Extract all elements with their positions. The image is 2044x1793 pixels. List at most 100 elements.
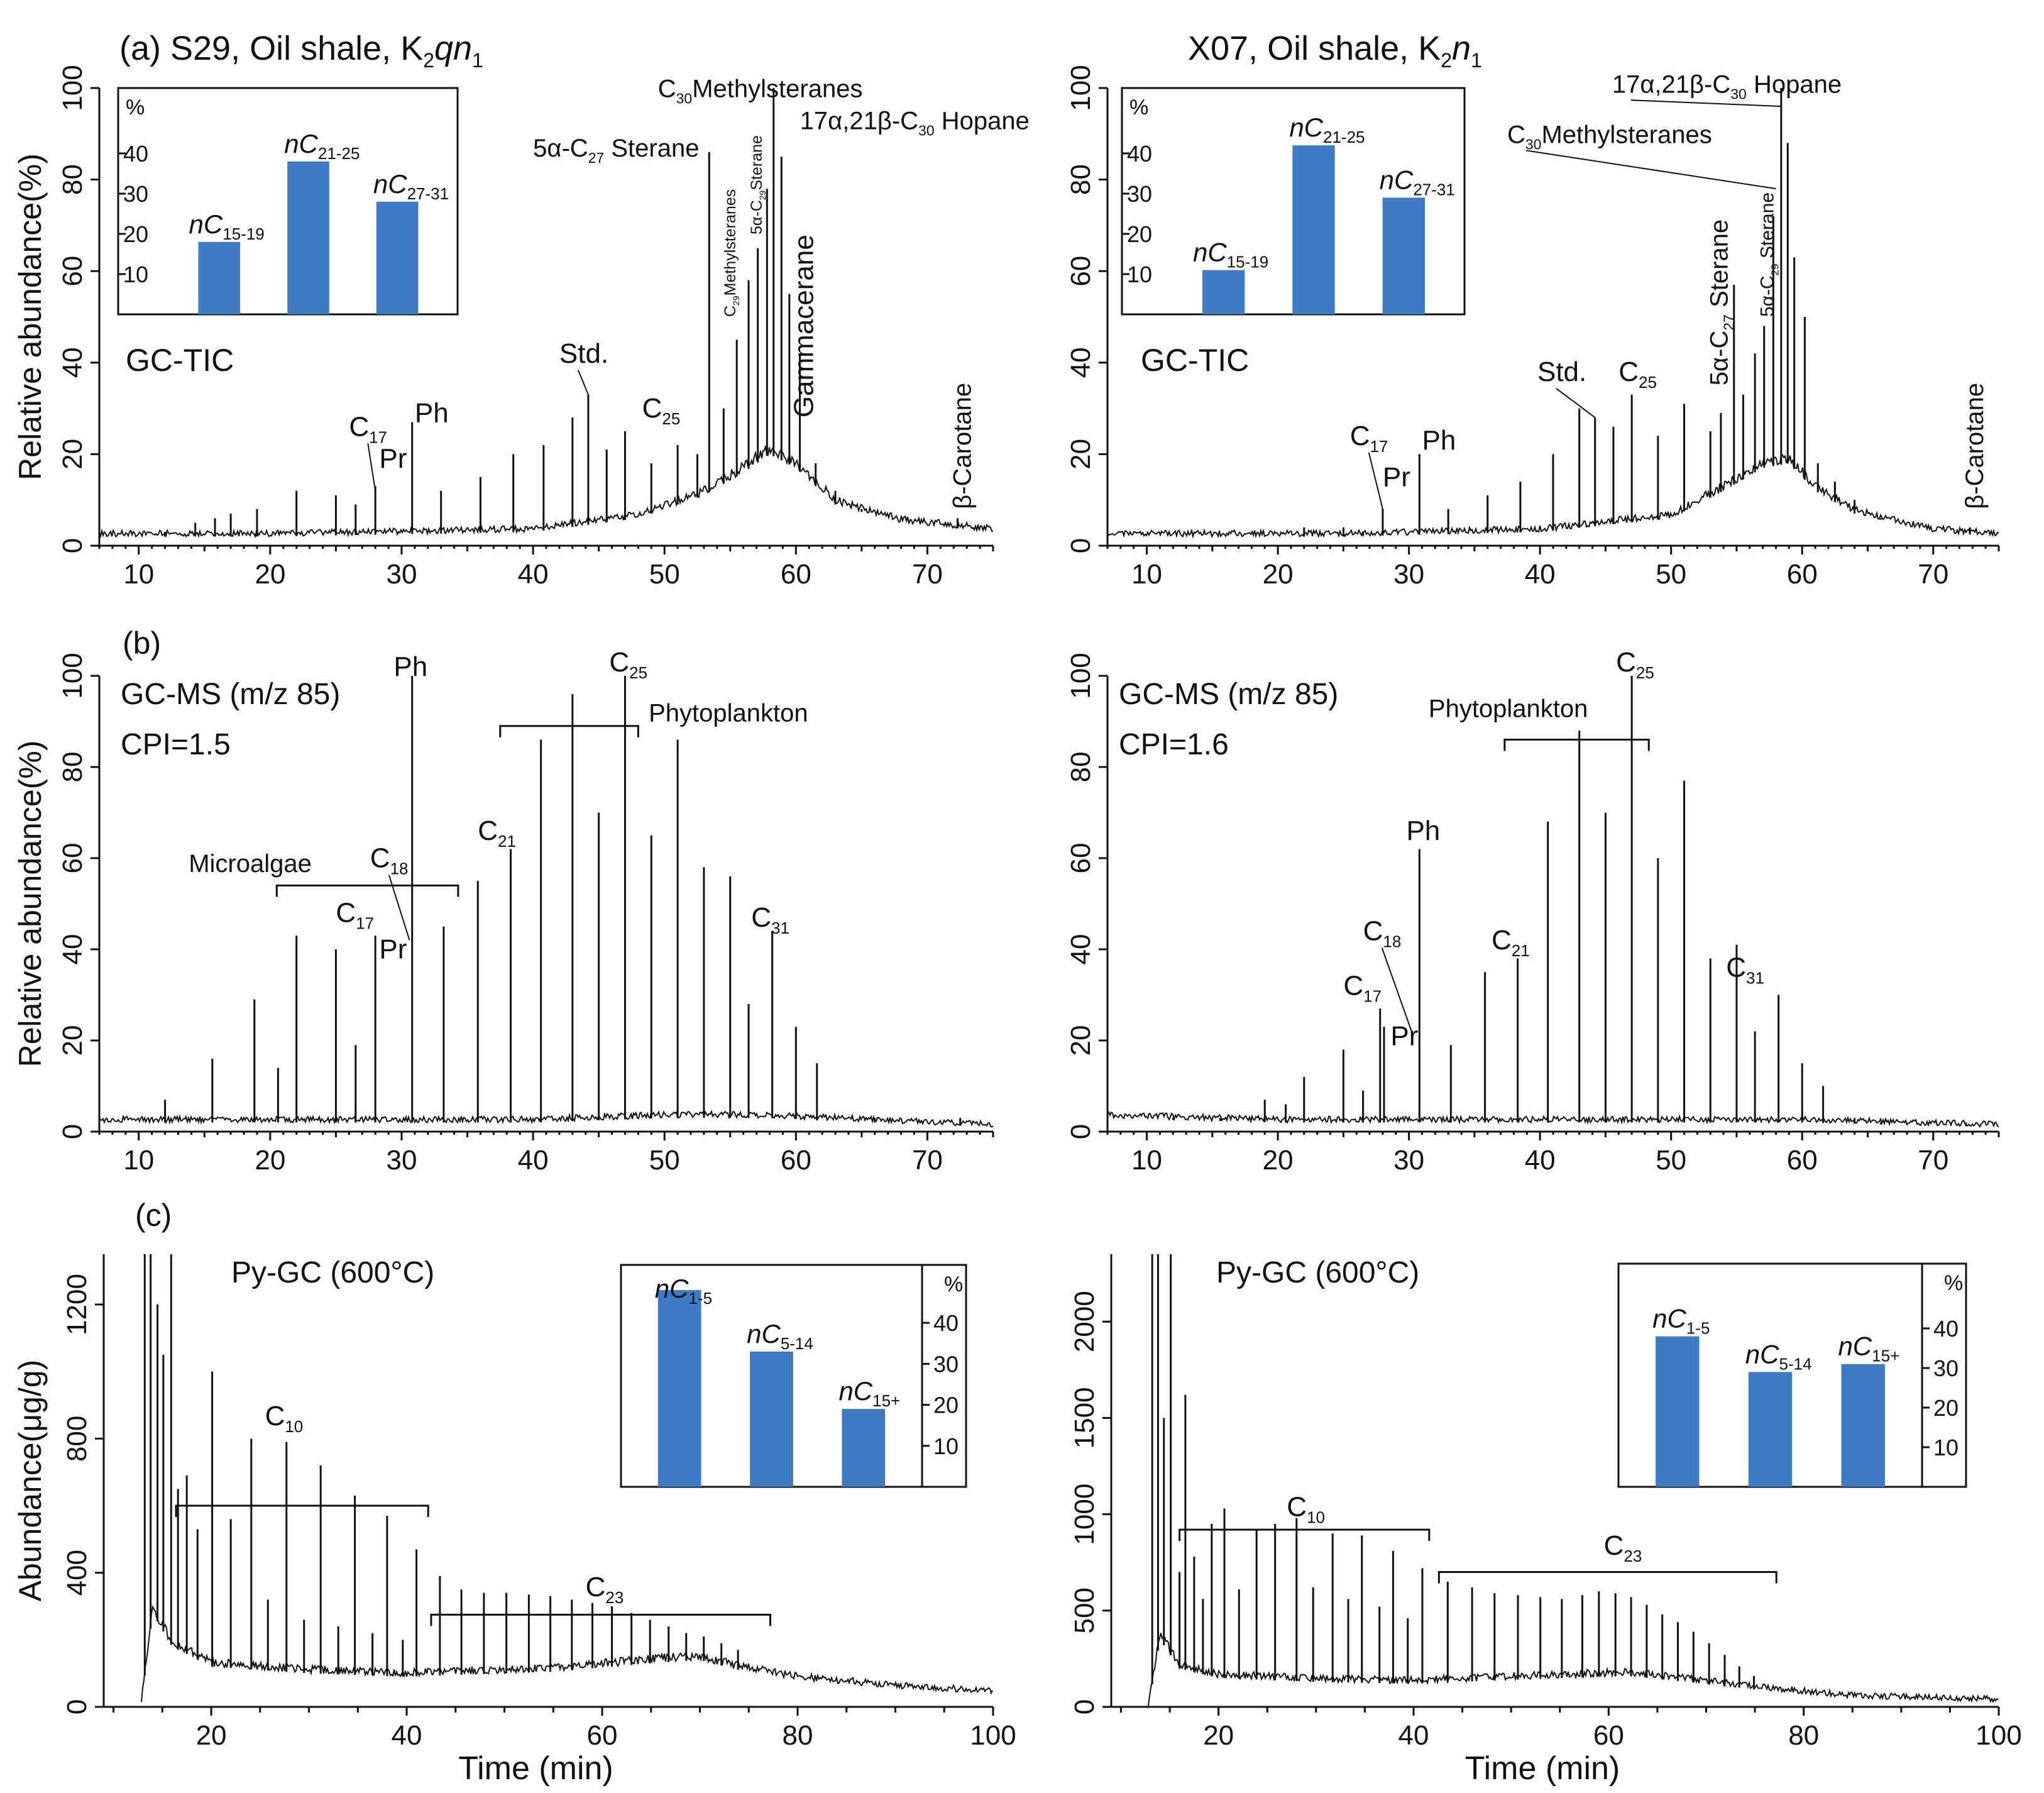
y-tick-label: 800 (62, 1416, 92, 1462)
inset-bar-label-2: nC27-31 (1380, 165, 1455, 199)
inset-tick-label: 20 (123, 221, 148, 247)
inset-bar-label-1: nC21-25 (284, 129, 360, 163)
x-tick-label: 80 (1788, 1720, 1819, 1751)
lbl-c17: C17 (336, 898, 374, 933)
formation-sub: 2 (1441, 49, 1452, 72)
bracket-0 (1503, 739, 1650, 751)
y-tick-label: 100 (1065, 653, 1096, 698)
lbl-c21-main: C (478, 815, 498, 846)
y-tick-label: 400 (62, 1550, 92, 1596)
rlbl-gammacerane-main: Gammacerane (789, 234, 820, 417)
lbl-c17-sub: 17 (356, 914, 374, 933)
lbl-c10-sub: 10 (1307, 1508, 1325, 1527)
inset-bar-label-main: nC (1838, 1332, 1872, 1361)
y-tick-label: 100 (57, 653, 88, 698)
lbl-sterane-main: 5α-C (533, 135, 588, 162)
rlbl-c29-sterane-main: 5α-C (1757, 275, 1778, 317)
lbl-c21: C21 (478, 815, 516, 851)
inset-tick-label: 30 (933, 1351, 959, 1377)
x-axis-title: Time (min) (458, 1750, 613, 1787)
formation-member: qn (434, 30, 472, 67)
method-label: GC-TIC (126, 343, 234, 378)
inset-tick-label: 40 (1933, 1316, 1959, 1342)
inset-bar-1 (1292, 145, 1335, 314)
inset-bar-label-2: nC15+ (838, 1376, 900, 1410)
formation-sub: 1 (472, 49, 483, 72)
lbl-c23-main: C (586, 1572, 606, 1603)
y-tick-label: 0 (1069, 1699, 1100, 1714)
lbl-c17-sub: 17 (369, 428, 387, 446)
lbl-c17-main: C (1350, 421, 1370, 451)
inset-unit: % (944, 1272, 963, 1296)
lbl-c31-sub: 31 (771, 919, 789, 937)
sample-name: S29, Oil shale, (170, 30, 400, 67)
lbl-c31-main: C (1726, 952, 1746, 983)
inset-bar-label-sub: 15+ (1872, 1347, 1899, 1365)
lbl-c25-sub: 25 (629, 663, 647, 682)
inset-tick-label: 40 (933, 1310, 959, 1336)
x-tick-label: 20 (1263, 1145, 1294, 1176)
lbl-methylsteranes-main: C (1507, 121, 1525, 148)
inset-tick-label: 10 (933, 1433, 959, 1459)
x-tick-label: 70 (912, 1145, 943, 1176)
lbl-c17-leader (1368, 452, 1383, 509)
lbl-std-main: Std. (1537, 356, 1586, 387)
inset-bar-label-main: nC (1289, 113, 1323, 142)
x-tick-label: 50 (649, 559, 680, 590)
y-tick-label: 80 (1065, 752, 1096, 783)
inset-bar-label-sub: 1-5 (1686, 1319, 1710, 1338)
lbl-ph-main: Ph (393, 651, 427, 682)
lbl-c25: C25 (642, 393, 681, 428)
lbl-std: Std. (1537, 356, 1586, 387)
inset-bar-label-2: nC27-31 (373, 169, 449, 203)
panel-label: (c) (135, 1198, 172, 1233)
y-tick-label: 1200 (62, 1274, 92, 1335)
inset-bar-label-main: nC (373, 169, 407, 199)
panel-c1: 0 400 800 1200 20 40 60 80 100 Abundance(μg/g) Tim… (13, 1198, 1016, 1787)
baseline-trace (1107, 1111, 1999, 1128)
bracket-1 (1437, 1571, 1778, 1584)
lbl-c18-leader (1381, 947, 1412, 1032)
y-axis-title: Relative abundance(%) (13, 741, 48, 1068)
lbl-sterane-sub: 27 (588, 150, 605, 166)
x-tick-label: 10 (123, 559, 154, 590)
cpi-label: CPI=1.6 (1119, 728, 1229, 761)
inset-tick-label: 20 (933, 1393, 959, 1418)
lbl-phyto-main: Phytoplankton (1429, 695, 1588, 722)
lbl-methylsteranes-main: C (658, 75, 676, 103)
x-tick-label: 20 (1263, 559, 1294, 590)
x-tick-label: 100 (970, 1720, 1016, 1751)
lbl-c10: C10 (265, 1401, 304, 1436)
y-tick-label: 1000 (1069, 1484, 1100, 1545)
lbl-c31: C31 (751, 902, 789, 937)
x-tick-label: 30 (386, 1145, 417, 1176)
x-tick-label: 20 (255, 559, 285, 590)
inset-bar-label-main: nC (1380, 165, 1414, 194)
inset-tick-label: 20 (1127, 221, 1152, 247)
lbl-c10-main: C (265, 1401, 285, 1432)
inset-bar-label-0: nC15-19 (189, 209, 265, 243)
inset-bar-label-main: nC (1745, 1339, 1779, 1369)
panel-a2: 0 20 40 60 80 100 10 20 30 40 50 60 70 X07, Oil shale… (1065, 30, 2000, 590)
baseline-trace (1148, 1633, 1999, 1706)
y-tick-label: 60 (57, 843, 88, 874)
lbl-std-leader (1556, 388, 1596, 418)
bracket-1 (499, 725, 639, 737)
lbl-c18-leader (388, 874, 410, 941)
formation-member: n (1452, 30, 1471, 67)
lbl-hopane-sub: 30 (1730, 86, 1747, 102)
inset-unit: % (126, 96, 145, 119)
inset-tick-label: 20 (1933, 1395, 1959, 1421)
lbl-c18: C18 (370, 843, 409, 878)
rlbl-c29-sterane: 5α-C29 Sterane (1757, 192, 1781, 317)
lbl-hopane-main: 17α,21β-C (1612, 70, 1730, 98)
lbl-c25-sub: 25 (1639, 373, 1657, 392)
lbl-micro-main: Microalgae (189, 850, 312, 878)
method-label: GC-TIC (1141, 343, 1249, 378)
lbl-c21-main: C (1492, 925, 1512, 956)
lbl-c23-sub: 23 (1624, 1547, 1642, 1565)
lbl-c17: C17 (1350, 421, 1388, 456)
